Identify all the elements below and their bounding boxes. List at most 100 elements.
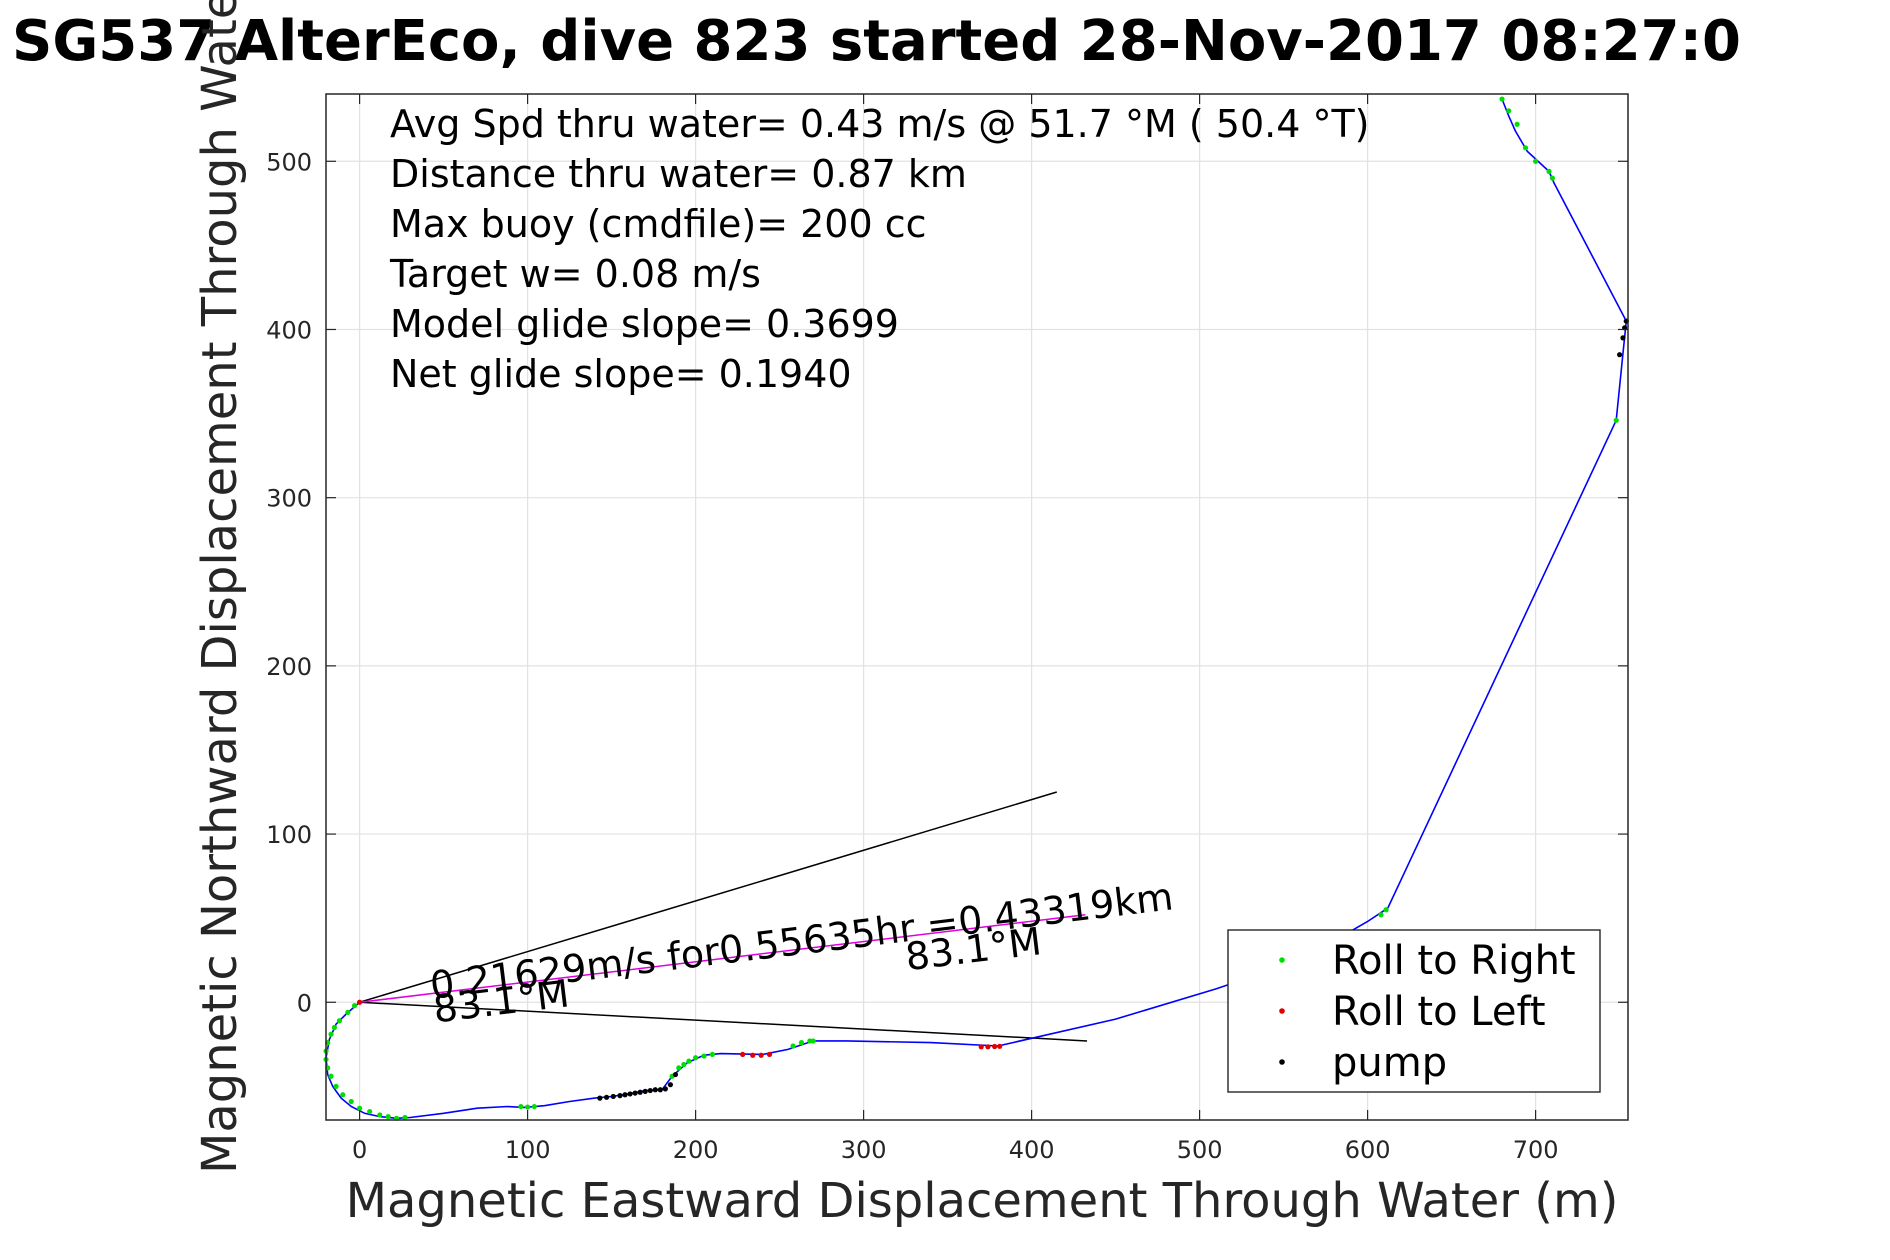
roll-right-marker: [681, 1061, 687, 1068]
x-tick-label: 100: [505, 1136, 551, 1164]
info-line: Target w= 0.08 m/s: [389, 252, 761, 296]
roll-right-marker: [1549, 175, 1555, 181]
roll-right-marker: [798, 1040, 805, 1046]
plot-border: [325, 93, 1629, 1121]
info-text-block: Avg Spd thru water= 0.43 m/s @ 51.7 °M (…: [389, 102, 1370, 396]
roll-left-marker: [750, 1052, 756, 1058]
x-axis-label: Magnetic Eastward Displacement Through W…: [346, 1173, 1619, 1229]
roll-right-marker: [810, 1038, 816, 1044]
dive-track-line: [325, 98, 1628, 1120]
legend-label: Roll to Right: [1332, 938, 1576, 984]
info-line: Avg Spd thru water= 0.43 m/s @ 51.7 °M (…: [390, 102, 1370, 146]
legend-marker: [1279, 1059, 1285, 1065]
y-tick-label: 400: [266, 316, 312, 344]
info-line: Distance thru water= 0.87 km: [390, 152, 967, 196]
pump-marker: [603, 1094, 610, 1100]
roll-right-marker: [348, 1098, 354, 1105]
roll-right-marker: [525, 1104, 531, 1110]
roll-left-marker: [740, 1051, 746, 1058]
roll-right-marker: [377, 1112, 383, 1118]
info-line: Max buoy (cmdfile)= 200 cc: [390, 202, 927, 246]
roll-right-marker: [331, 1024, 337, 1031]
y-tick-label: 0: [297, 989, 312, 1017]
y-tick-label: 100: [266, 821, 312, 849]
roll-left-marker: [978, 1044, 984, 1050]
x-tick-label: 600: [1345, 1136, 1391, 1164]
roll-right-marker: [1378, 912, 1384, 918]
pump-marker: [622, 1092, 628, 1098]
roll-right-marker: [385, 1114, 391, 1120]
roll-right-marker: [531, 1103, 537, 1110]
roll-left-marker: [357, 999, 363, 1005]
roll-right-marker: [367, 1108, 373, 1115]
legend-box: [1227, 929, 1601, 1093]
legend: Roll to Right Roll to Left pump: [1227, 929, 1601, 1093]
pump-marker: [652, 1087, 658, 1093]
legend-marker: [1279, 957, 1285, 963]
roll-left-marker: [766, 1051, 773, 1058]
roll-right-marker: [1613, 417, 1619, 423]
roll-right-marker: [328, 1031, 334, 1037]
pump-marker: [662, 1086, 668, 1092]
markers: [323, 96, 1629, 1121]
legend-label: Roll to Left: [1332, 989, 1546, 1035]
pump-marker: [657, 1087, 663, 1093]
pump-marker: [647, 1087, 653, 1094]
x-tick-label: 700: [1513, 1136, 1559, 1164]
pump-marker: [617, 1093, 623, 1099]
roll-right-marker: [357, 1105, 363, 1111]
roll-right-marker: [345, 1009, 351, 1015]
x-tick-label: 300: [841, 1136, 887, 1164]
roll-right-marker: [709, 1051, 716, 1058]
pump-marker: [667, 1082, 674, 1088]
info-line: Net glide slope= 0.1940: [390, 352, 852, 396]
y-tick-label: 500: [266, 148, 312, 176]
roll-right-marker: [1522, 145, 1529, 151]
reference-lines: [359, 791, 1088, 1042]
roll-right-marker: [1506, 108, 1512, 114]
reference-line: [359, 1001, 1088, 1042]
reference-line: [359, 914, 1086, 1004]
pump-marker: [637, 1089, 643, 1095]
roll-right-marker: [676, 1065, 682, 1071]
roll-right-marker: [1546, 168, 1552, 174]
chart-title: SG537 AlterEco, dive 823 started 28-Nov-…: [12, 9, 1741, 74]
x-tick-label: 400: [1009, 1136, 1055, 1164]
pump-marker: [1620, 335, 1626, 341]
roll-right-marker: [402, 1114, 408, 1121]
pump-marker: [632, 1090, 638, 1096]
pump-marker: [597, 1095, 603, 1101]
roll-right-marker: [693, 1055, 699, 1061]
roll-right-marker: [1533, 158, 1539, 164]
pump-marker: [1617, 352, 1623, 358]
roll-left-marker: [985, 1044, 991, 1050]
roll-right-marker: [328, 1073, 334, 1079]
roll-left-marker: [758, 1052, 764, 1058]
legend-label: pump: [1332, 1040, 1447, 1086]
axis-ticks: 0 100 200 300 400 500 600 700 0 100 200 300 400 500: [266, 94, 1628, 1164]
roll-right-marker: [333, 1083, 339, 1089]
roll-right-marker: [336, 1018, 343, 1024]
pump-marker: [672, 1071, 679, 1078]
pump-marker: [642, 1088, 648, 1095]
roll-right-marker: [351, 1003, 358, 1009]
roll-right-marker: [1383, 907, 1389, 913]
y-tick-label: 300: [266, 485, 312, 513]
roll-left-marker: [992, 1043, 998, 1050]
y-tick-label: 200: [266, 653, 312, 681]
legend-marker: [1279, 1008, 1285, 1014]
x-tick-label: 200: [673, 1136, 719, 1164]
roll-right-marker: [1514, 121, 1520, 127]
x-tick-label: 500: [1177, 1136, 1223, 1164]
roll-left-marker: [997, 1043, 1003, 1049]
roll-right-marker: [790, 1043, 796, 1049]
roll-right-marker: [518, 1103, 524, 1110]
pump-marker: [627, 1091, 633, 1097]
y-axis-label: Magnetic Northward Displacement Through …: [192, 0, 248, 1174]
roll-right-marker: [340, 1092, 346, 1098]
info-line: Model glide slope= 0.3699: [390, 302, 899, 346]
pump-marker: [610, 1093, 616, 1100]
roll-right-marker: [1499, 96, 1505, 102]
roll-right-marker: [686, 1058, 692, 1064]
